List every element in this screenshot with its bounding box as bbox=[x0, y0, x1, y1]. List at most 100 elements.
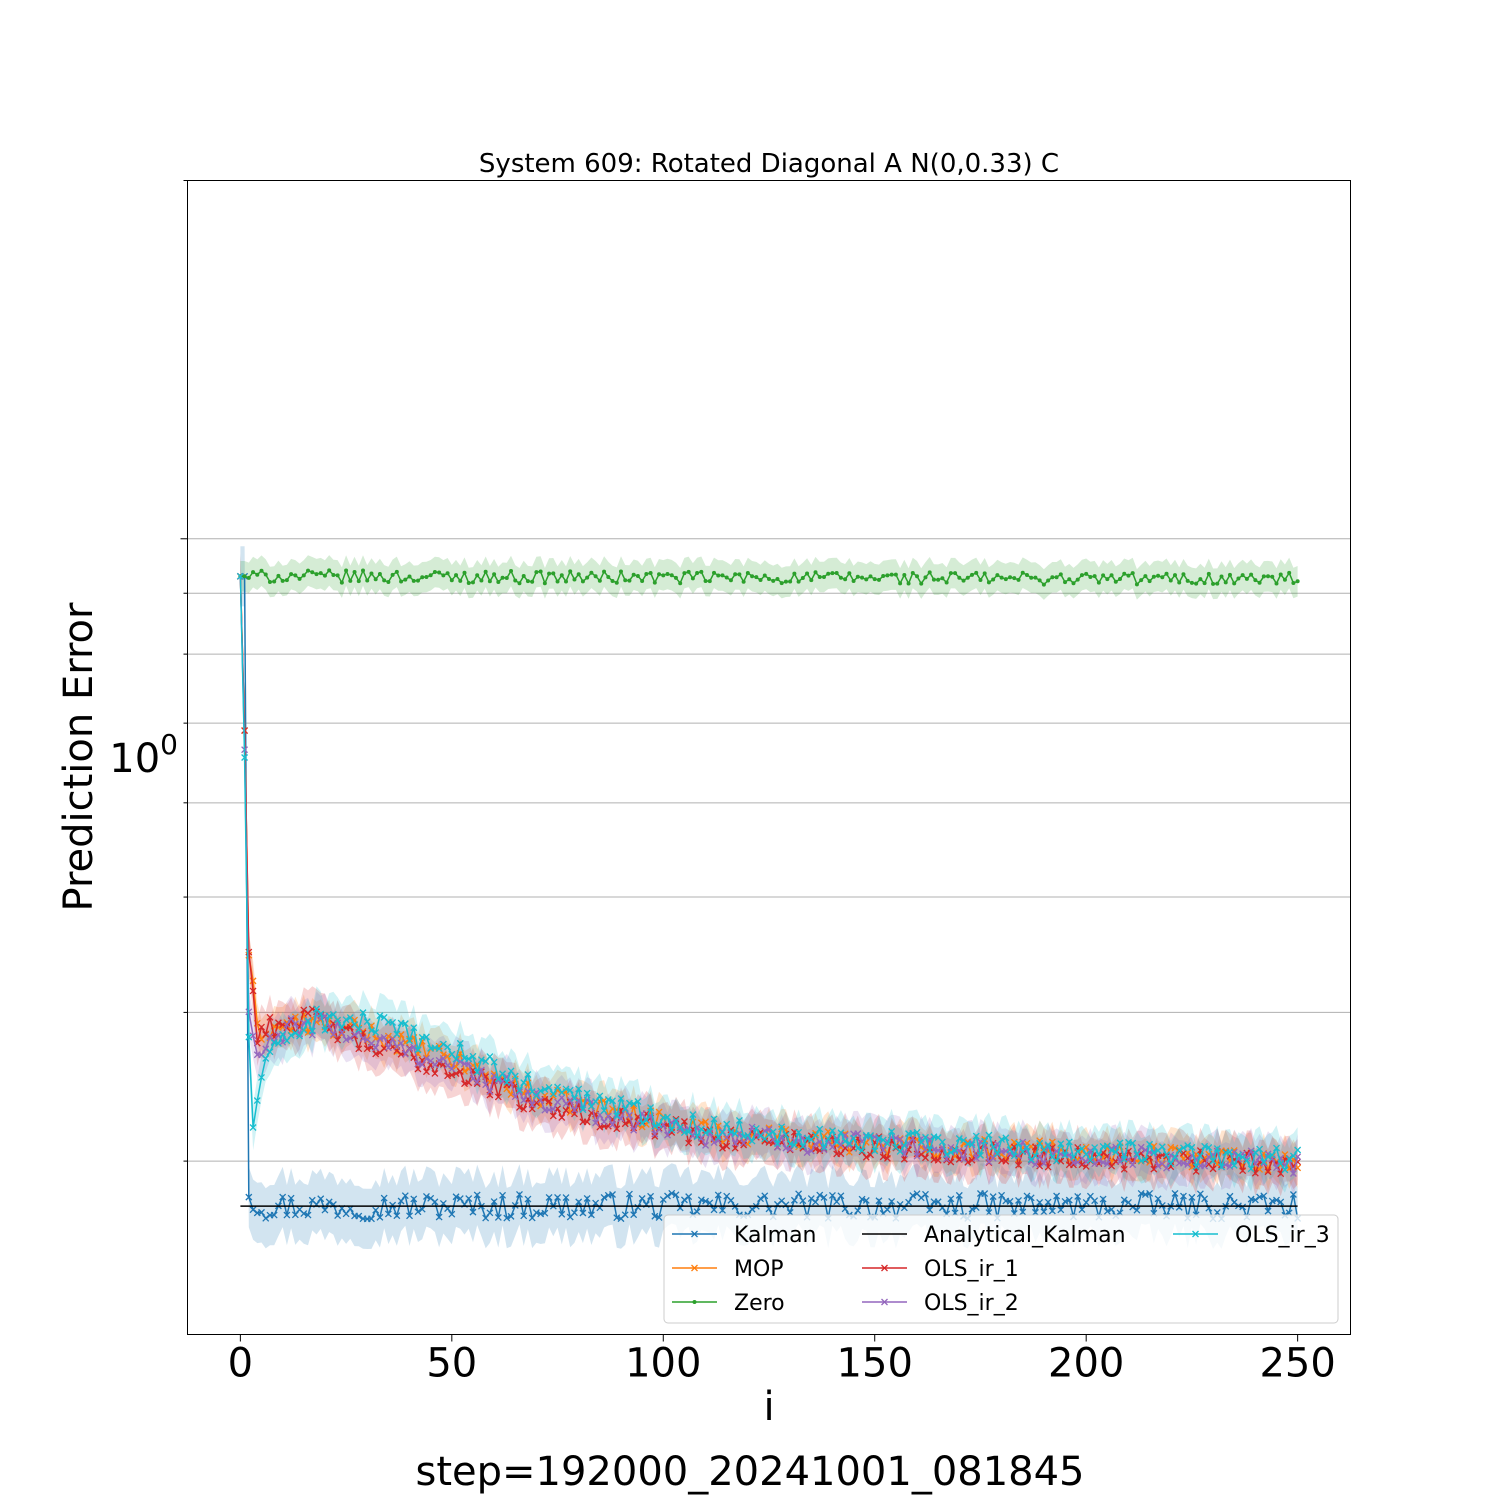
data-point bbox=[875, 1134, 883, 1142]
legend-item: Analytical_Kalman bbox=[862, 1223, 1126, 1248]
data-point bbox=[1048, 1207, 1056, 1215]
data-point bbox=[1019, 1208, 1027, 1216]
data-point bbox=[712, 570, 717, 575]
data-point bbox=[287, 1031, 295, 1039]
data-point bbox=[1147, 579, 1152, 584]
data-point bbox=[355, 1025, 363, 1033]
data-point bbox=[1091, 1197, 1099, 1205]
data-point bbox=[905, 1198, 913, 1206]
data-point bbox=[1236, 576, 1241, 581]
confidence-band bbox=[240, 553, 1298, 1193]
legend-label: OLS_ir_2 bbox=[924, 1291, 1019, 1316]
data-point bbox=[790, 1196, 798, 1204]
data-point bbox=[537, 1087, 545, 1095]
data-point bbox=[1247, 1147, 1255, 1155]
x-tick-label: 0 bbox=[228, 1341, 253, 1387]
data-point bbox=[961, 578, 966, 583]
data-point bbox=[1273, 1196, 1280, 1204]
data-point bbox=[690, 576, 695, 581]
data-point bbox=[1253, 578, 1258, 583]
data-point bbox=[382, 578, 387, 583]
data-point bbox=[1192, 1163, 1200, 1171]
data-point bbox=[270, 1211, 278, 1219]
data-point bbox=[617, 1095, 625, 1102]
series-lines bbox=[236, 568, 1302, 1223]
data-point bbox=[1002, 1147, 1010, 1155]
legend-marker bbox=[691, 1264, 698, 1272]
data-point bbox=[686, 569, 691, 574]
data-point bbox=[710, 1139, 718, 1147]
data-point bbox=[957, 575, 962, 580]
data-point bbox=[441, 573, 446, 578]
data-point bbox=[465, 1055, 473, 1063]
data-point bbox=[833, 1138, 841, 1146]
data-point bbox=[1277, 1160, 1285, 1168]
data-point bbox=[245, 1033, 253, 1041]
data-point bbox=[788, 579, 793, 584]
data-point bbox=[1084, 571, 1089, 576]
data-point bbox=[372, 1206, 380, 1214]
data-point bbox=[1188, 1193, 1196, 1201]
data-point bbox=[1046, 578, 1051, 583]
data-point bbox=[579, 1106, 587, 1114]
data-point bbox=[680, 1118, 688, 1125]
data-point bbox=[1122, 571, 1127, 576]
data-point bbox=[1239, 1153, 1247, 1161]
data-point bbox=[678, 581, 683, 586]
data-point bbox=[262, 1031, 270, 1038]
data-point bbox=[289, 572, 294, 577]
data-point bbox=[697, 1196, 705, 1204]
data-point bbox=[545, 1097, 553, 1105]
data-point bbox=[1239, 1167, 1247, 1175]
data-point bbox=[477, 1056, 485, 1064]
data-point bbox=[850, 1134, 858, 1142]
data-point bbox=[1158, 1143, 1166, 1151]
data-point bbox=[968, 1141, 976, 1149]
data-point bbox=[407, 574, 412, 579]
data-point bbox=[304, 1029, 312, 1036]
data-point bbox=[664, 1113, 671, 1121]
data-point bbox=[279, 1193, 287, 1201]
data-point bbox=[1171, 1144, 1179, 1152]
data-point bbox=[1023, 1143, 1031, 1151]
data-point bbox=[998, 1191, 1006, 1199]
data-point bbox=[968, 1205, 976, 1213]
data-point bbox=[335, 573, 340, 578]
data-point bbox=[796, 579, 801, 584]
data-point bbox=[716, 573, 721, 578]
data-point bbox=[728, 578, 733, 583]
data-point bbox=[280, 578, 285, 583]
data-point bbox=[867, 1132, 874, 1140]
data-point bbox=[860, 575, 865, 580]
data-point bbox=[321, 1026, 329, 1034]
data-point bbox=[1133, 1150, 1141, 1158]
data-point bbox=[934, 1147, 942, 1154]
data-point bbox=[369, 571, 374, 576]
data-point bbox=[1015, 1196, 1022, 1204]
data-point bbox=[487, 579, 492, 584]
data-point bbox=[723, 1142, 731, 1150]
data-point bbox=[854, 1207, 862, 1215]
data-point bbox=[1010, 1152, 1018, 1160]
data-point bbox=[1118, 577, 1123, 582]
data-point bbox=[940, 576, 945, 581]
data-point bbox=[466, 581, 471, 586]
data-point bbox=[922, 1154, 929, 1162]
data-point bbox=[672, 1116, 680, 1124]
data-point bbox=[830, 571, 835, 576]
data-point bbox=[748, 1137, 756, 1145]
data-point bbox=[1175, 1146, 1183, 1154]
data-point bbox=[422, 1033, 430, 1041]
data-point bbox=[486, 1088, 494, 1095]
data-point bbox=[482, 1081, 490, 1089]
data-point bbox=[585, 575, 590, 580]
data-point bbox=[242, 574, 247, 579]
data-point bbox=[614, 580, 619, 585]
data-point bbox=[1050, 575, 1055, 580]
data-point bbox=[820, 1146, 828, 1154]
data-point bbox=[862, 1153, 870, 1161]
data-point bbox=[934, 1156, 942, 1164]
data-point bbox=[1261, 574, 1266, 579]
x-axis-ticks: 0 50 100 150 200 250 bbox=[228, 1334, 1336, 1387]
data-point bbox=[401, 1020, 409, 1028]
